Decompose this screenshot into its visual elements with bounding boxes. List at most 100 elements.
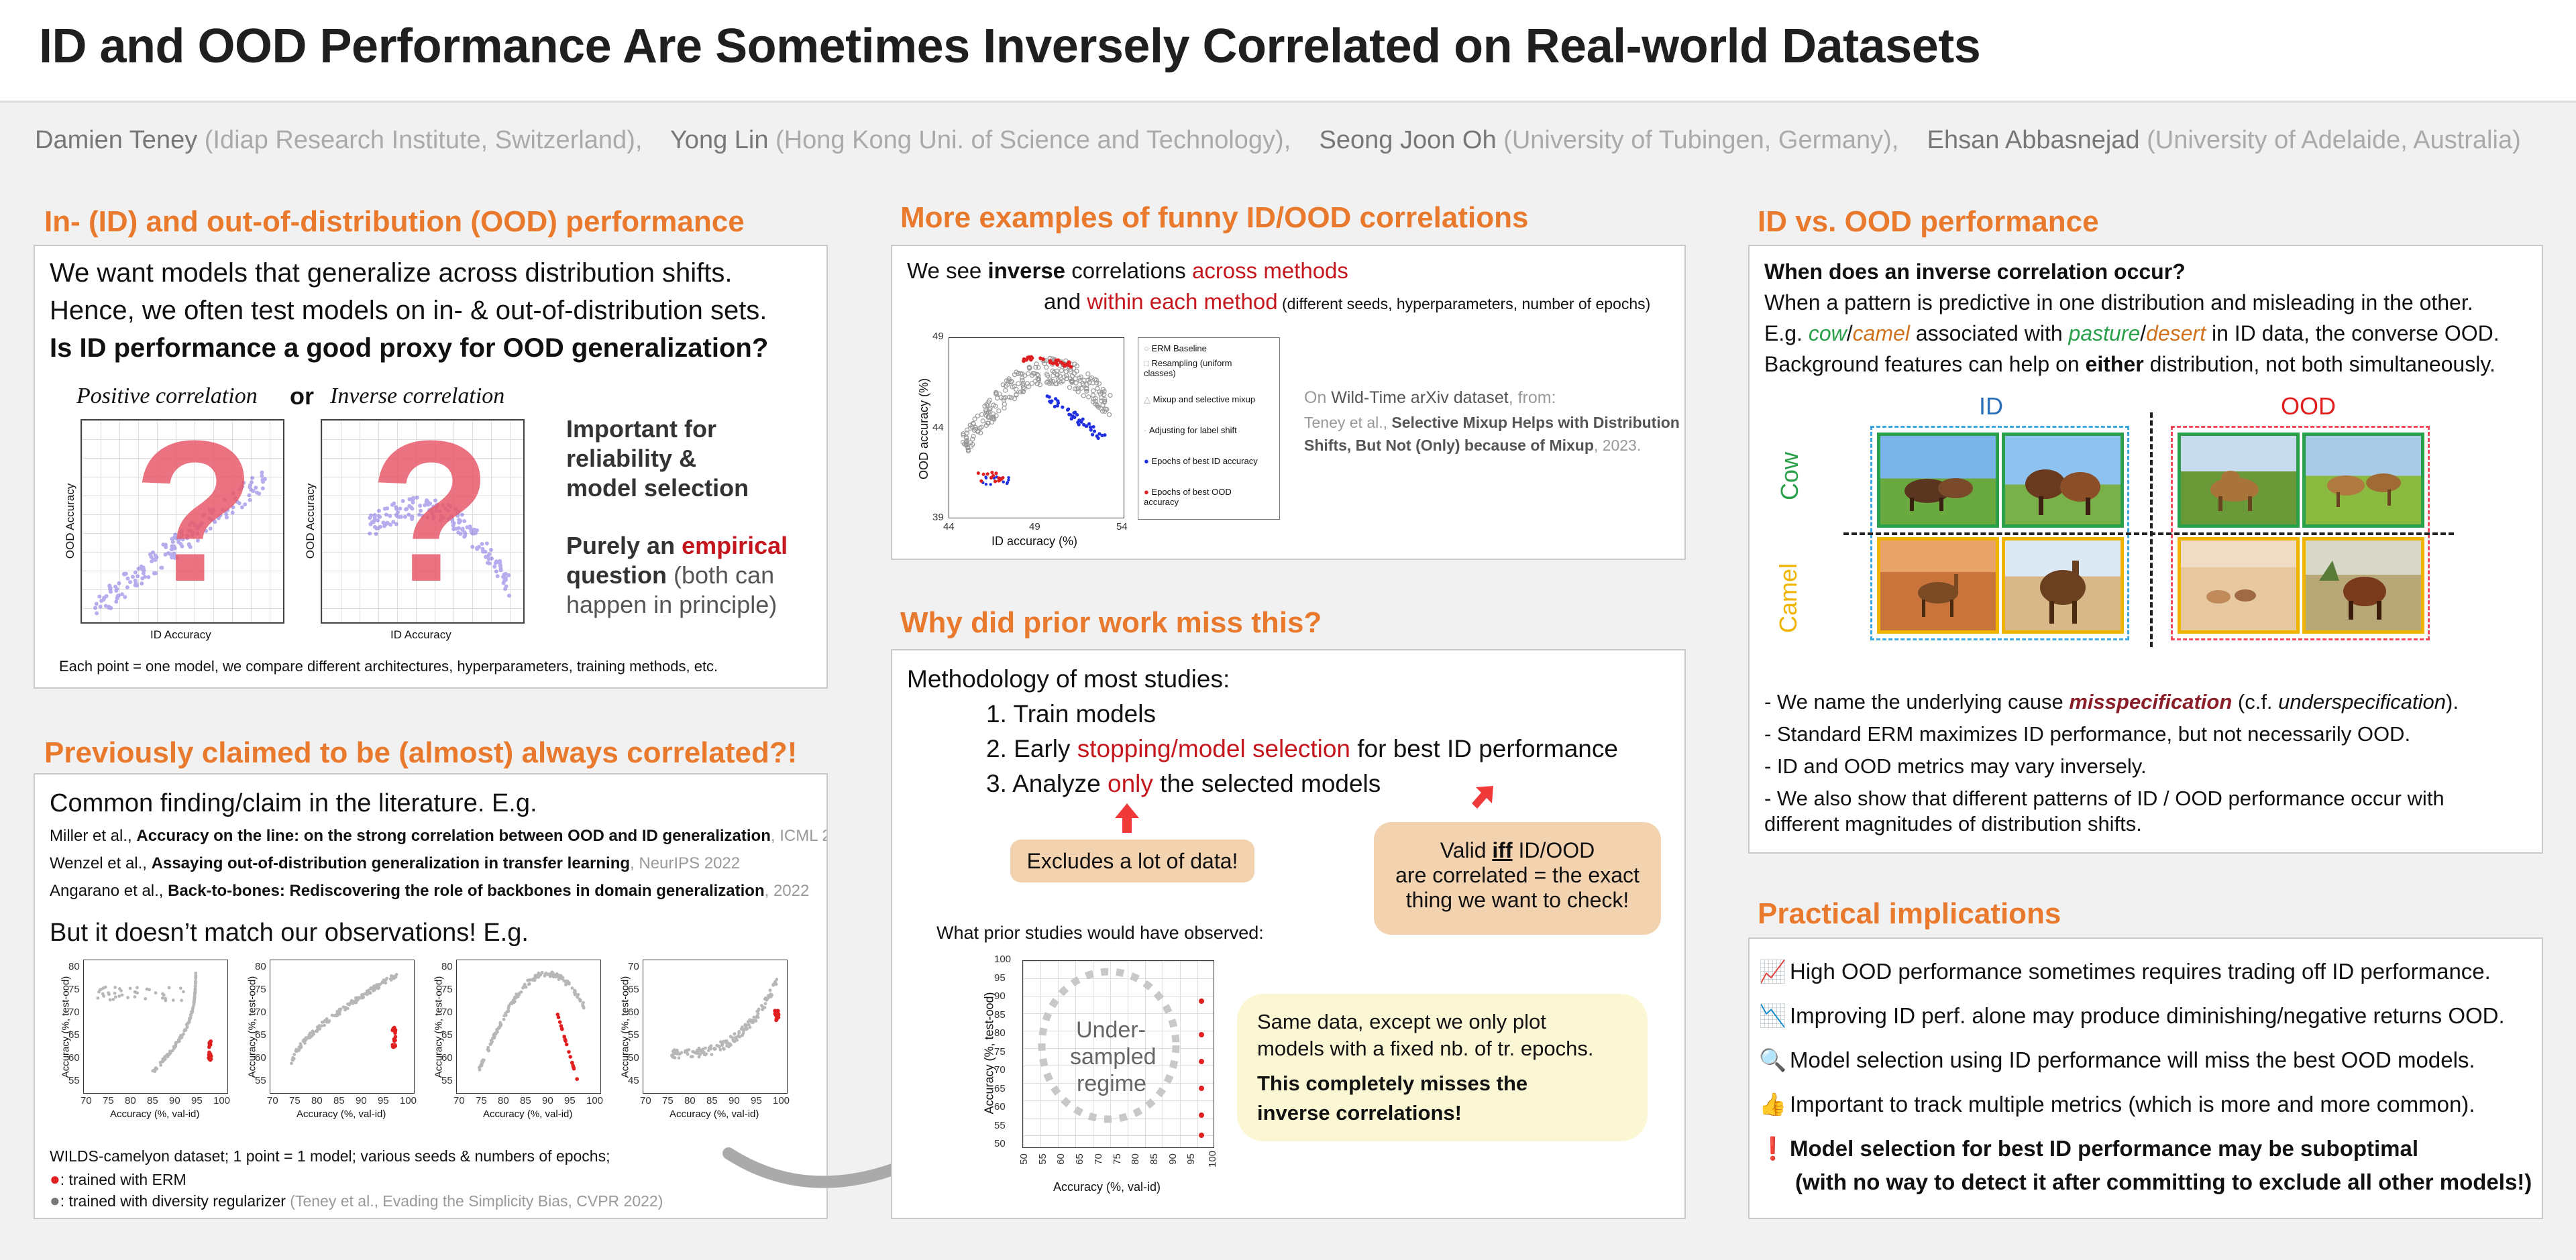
implication-text: Improving ID perf. alone may produce dim… <box>1790 1003 2505 1028</box>
scatter-point <box>410 514 415 519</box>
scatter-point <box>964 431 970 436</box>
step-3: 3. Analyze only the selected models <box>986 770 1381 798</box>
scatter-point <box>1002 480 1005 483</box>
scatter-point <box>1003 388 1008 393</box>
scatter-point <box>1048 360 1053 365</box>
b1a: - We name the underlying cause <box>1764 690 2070 713</box>
scatter-point <box>502 1014 506 1018</box>
scatter-point <box>1099 390 1105 395</box>
scatter-point <box>488 1042 492 1046</box>
y-tick: 65 <box>68 1029 80 1041</box>
scatter-point <box>407 512 411 517</box>
scatter-point <box>1002 405 1007 411</box>
scatter-point <box>970 437 975 442</box>
scatter-point <box>685 1051 689 1055</box>
important-line2: reliability & <box>566 445 697 472</box>
positive-correlation-plot: ? <box>80 419 284 624</box>
s4-xlabel: Accuracy (%, val-id) <box>1053 1180 1161 1194</box>
scatter-point <box>702 1053 706 1057</box>
scatter-point <box>433 508 438 513</box>
scatter-point <box>1077 422 1081 426</box>
scatter-point <box>122 571 127 576</box>
scatter-point <box>1051 373 1056 378</box>
scatter-point <box>1045 394 1049 398</box>
scatter-point <box>136 574 140 579</box>
l2b: cow <box>1808 321 1847 345</box>
scatter-point <box>1072 411 1076 415</box>
scatter-point <box>680 1051 684 1055</box>
scatter-point <box>689 1055 693 1059</box>
y-tick: 80 <box>255 961 266 972</box>
scatter-point <box>470 531 475 536</box>
scatter-point <box>385 506 390 511</box>
b1e: ). <box>2446 690 2459 713</box>
scatter-point <box>140 576 145 581</box>
y-tick: 44 <box>932 422 944 433</box>
scatter-point <box>153 553 158 558</box>
scatter-point <box>742 1029 745 1033</box>
scatter-point <box>1093 401 1098 407</box>
scatter-point <box>398 506 402 511</box>
scatter-point <box>114 599 119 604</box>
scatter-point <box>985 420 990 426</box>
scatter-point <box>574 992 577 996</box>
wildtime-scatter-plot <box>949 337 1124 518</box>
scatter-point <box>1007 478 1010 482</box>
legend-text: Epochs of best OOD accuracy <box>1144 487 1232 507</box>
scatter-point <box>576 992 580 996</box>
s1-ylabel-b: OOD Accuracy <box>304 483 317 559</box>
scatter-point <box>164 545 168 550</box>
scatter-point <box>133 995 137 998</box>
scatter-point <box>209 1039 213 1044</box>
y-tick: 80 <box>994 1027 1006 1039</box>
scatter-point <box>755 1014 759 1018</box>
scatter-point <box>1008 395 1014 400</box>
section-heading-practical: Practical implications <box>1758 897 2061 930</box>
step2b: stopping/model selection <box>1077 735 1350 762</box>
legend-text: Resampling (uniform classes) <box>1144 358 1232 378</box>
scatter-point <box>564 1039 568 1043</box>
scatter-point <box>984 482 988 486</box>
scatter-point <box>224 512 229 517</box>
note-line1: Same data, except we only plot <box>1257 1010 1546 1033</box>
scatter-point <box>249 488 254 492</box>
positive-scatter <box>93 470 267 616</box>
s1-question: Is ID performance a good proxy for OOD g… <box>50 333 769 363</box>
bullet-magnitudes-1: - We also show that different patterns o… <box>1764 787 2445 810</box>
x-tick: 70 <box>640 1095 651 1106</box>
y-tick: 60 <box>628 1007 639 1018</box>
scatter-point <box>113 995 117 999</box>
scatter-point <box>773 1012 778 1016</box>
scatter-point <box>1071 371 1077 376</box>
scatter-point <box>1057 379 1062 384</box>
scatter-point <box>192 1000 196 1004</box>
scatter-point <box>241 480 246 485</box>
scatter-point <box>419 508 423 513</box>
scatter-point <box>737 1034 741 1038</box>
scatter-point <box>677 1056 681 1060</box>
author-affil: (University of Adelaide, Australia) <box>2147 126 2521 154</box>
inverse-scatter <box>368 495 511 598</box>
scatter-point <box>254 490 259 495</box>
undersampled-chart <box>1038 968 1204 1138</box>
implication-row: 📉 Improving ID perf. alone may produce di… <box>1759 1003 2505 1029</box>
scatter-point <box>480 542 484 547</box>
caption-citation: (Teney et al., Evading the Simplicity Bi… <box>290 1192 663 1210</box>
scatter-point <box>1029 355 1034 359</box>
s1-line2: Hence, we often test models on in- & out… <box>50 296 767 325</box>
src-b: Wild-Time arXiv dataset <box>1331 388 1509 407</box>
scatter-point <box>733 1032 737 1035</box>
scatter-point <box>170 536 174 541</box>
scatter-point <box>120 993 124 997</box>
positive-label: Positive correlation <box>76 384 258 408</box>
scatter-point <box>987 409 993 414</box>
l2c: / <box>1846 321 1853 345</box>
scatter-point <box>1044 380 1050 386</box>
scatter-point <box>992 476 996 480</box>
scatter-point <box>193 984 197 988</box>
scatter-point <box>192 1003 196 1007</box>
scatter-point <box>260 473 264 478</box>
scatter-point <box>164 998 168 1003</box>
s1-line1: We want models that generalize across di… <box>50 258 733 288</box>
excludes-data-pill: Excludes a lot of data! <box>1010 840 1254 882</box>
